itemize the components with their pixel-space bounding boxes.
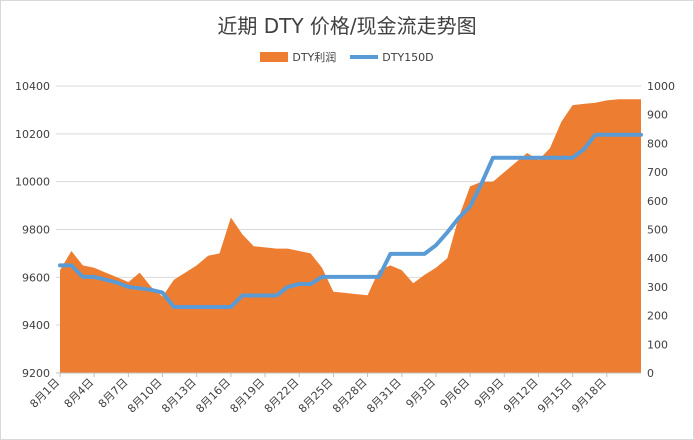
x-tick-label: 9月15日 [535,376,575,416]
y-left-tick-label: 10400 [15,80,50,93]
y-right-tick-label: 0 [647,367,654,380]
y-right-tick-label: 1000 [647,80,675,93]
y-right-tick-label: 800 [647,137,668,150]
legend-item-dty150d: DTY150D [350,50,434,64]
legend-swatch-dty150d [350,55,379,59]
legend-label-dty150d: DTY150D [382,50,434,64]
x-tick-label: 8月19日 [228,376,268,416]
y-left-tick-label: 9400 [22,319,50,332]
x-tick-label: 8月10日 [125,376,165,416]
x-tick-label: 8月13日 [159,376,199,416]
y-right-tick-label: 300 [647,281,668,294]
x-tick-label: 8月28日 [330,376,370,416]
y-right-tick-label: 100 [647,338,668,351]
y-left-tick-label: 9200 [22,367,50,380]
y-left-tick-label: 9800 [22,224,50,237]
x-tick-label: 8月22日 [262,376,302,416]
x-tick-label: 9月12日 [501,376,541,416]
y-right-tick-label: 200 [647,310,668,323]
legend-label-profit: DTY利润 [292,51,337,64]
y-right-tick-label: 400 [647,252,668,265]
y-right-tick-label: 900 [647,109,668,122]
chart-title: 近期 DTY 价格/现金流走势图 [217,14,477,38]
series-area-profit [60,99,641,373]
x-tick-label: 8月25日 [296,376,336,416]
y-right-tick-label: 700 [647,166,668,179]
x-tick-label: 8月31日 [364,376,404,416]
chart-legend: DTY利润 DTY150D [0,49,694,65]
x-tick-label: 8月1日 [27,376,62,411]
y-left-tick-label: 9600 [22,271,50,284]
x-tick-label: 8月16日 [193,376,233,416]
legend-swatch-profit [260,52,289,62]
y-right-tick-label: 500 [647,224,668,237]
y-left-tick-label: 10200 [15,128,50,141]
y-left-tick-label: 10000 [15,176,50,189]
x-tick-label: 9月3日 [403,376,438,411]
x-tick-label: 9月6日 [438,376,473,411]
legend-item-profit: DTY利润 [260,49,336,65]
x-tick-label: 8月4日 [62,376,97,411]
series-line-dty150d [58,132,643,309]
x-tick-label: 9月18日 [569,376,609,416]
y-right-tick-label: 600 [647,195,668,208]
